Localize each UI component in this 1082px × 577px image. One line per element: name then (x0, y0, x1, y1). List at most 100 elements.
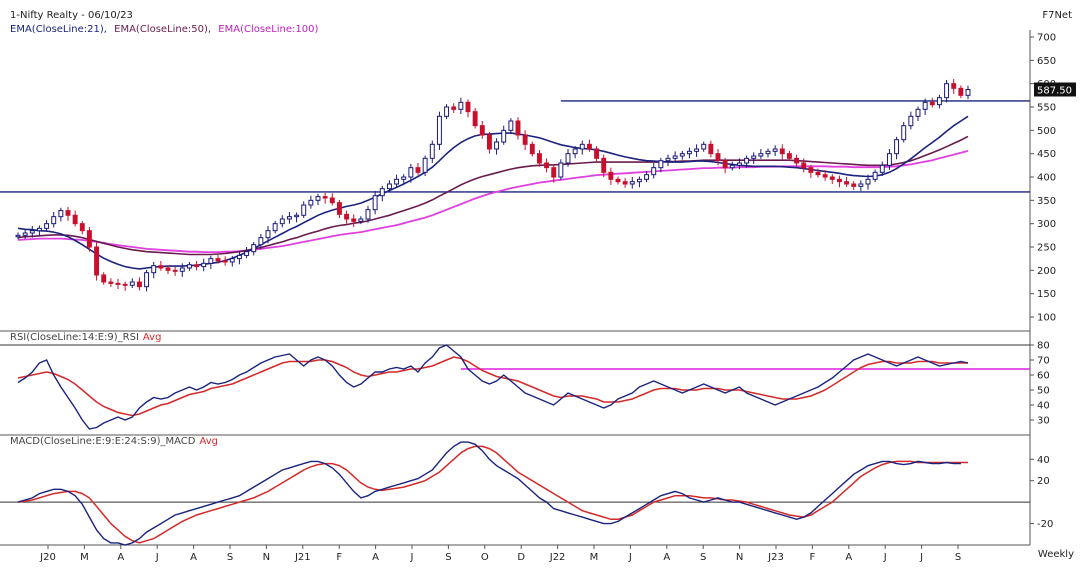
candle-body (351, 218, 357, 222)
candle-body (479, 125, 485, 136)
candle-body (251, 244, 257, 253)
macd-tick-label: 40 (1037, 455, 1050, 466)
candle-body (136, 281, 142, 288)
candle-body (51, 216, 57, 225)
candle-body (201, 262, 207, 268)
candle-body (394, 178, 400, 185)
rsi-legend: RSI(CloseLine:14:E:9)_RSI Avg (10, 332, 165, 343)
candle-body (879, 164, 885, 173)
x-tick-label: N (736, 552, 743, 563)
ema100-legend: EMA(CloseLine:100) (218, 24, 319, 35)
last-price-tag (1034, 82, 1076, 97)
x-tick-label: S (227, 552, 233, 563)
candle-body (644, 174, 650, 180)
candle-body (258, 237, 264, 246)
x-tick-label: J21 (294, 552, 311, 563)
candle-body (465, 101, 471, 113)
candle-body (751, 155, 757, 159)
candle-body (186, 264, 192, 269)
candle-body (736, 162, 742, 166)
candle-body (472, 111, 478, 127)
macd-tick-label: -20 (1037, 519, 1053, 530)
candle-body (158, 265, 164, 269)
ema21-legend: EMA(CloseLine:21), (10, 24, 107, 35)
candle-body (844, 181, 850, 185)
candle-body (551, 167, 557, 178)
candle-body (686, 150, 692, 155)
x-tick-label: A (372, 552, 379, 563)
candle-body (936, 97, 942, 106)
candle-body (44, 223, 50, 229)
candle-body (365, 209, 371, 220)
candle-body (329, 197, 335, 204)
macd-legend-main: MACD(CloseLine:E:9:E:24:S:9)_MACD (10, 436, 196, 447)
candle-body (294, 214, 300, 218)
candle-body (758, 153, 764, 157)
candle-body (379, 188, 385, 197)
rsi-tick-label: 80 (1037, 341, 1050, 352)
candle-body (86, 230, 92, 248)
rsi-tick-label: 50 (1037, 386, 1050, 397)
price-tick-label: 300 (1037, 219, 1056, 230)
ema50-legend: EMA(CloseLine:50), (114, 24, 212, 35)
x-tick-label: A (663, 552, 670, 563)
candle-body (536, 153, 542, 164)
candle-body (786, 153, 792, 159)
ema50-line (17, 135, 969, 256)
candle-body (744, 157, 750, 164)
candle-body (851, 183, 857, 187)
x-tick-label: M (590, 552, 599, 563)
candle-body (765, 150, 771, 155)
candle-body (122, 283, 128, 286)
candle-body (822, 174, 828, 178)
candle-body (22, 232, 28, 236)
candle-body (279, 218, 285, 225)
candle-body (965, 89, 971, 96)
candle-body (29, 230, 35, 234)
x-tick-label: J (628, 552, 632, 563)
x-tick-label: A (117, 552, 124, 563)
candle-body (579, 143, 585, 150)
candle-body (794, 157, 800, 164)
candle-body (344, 213, 350, 220)
candle-body (229, 258, 235, 263)
candle-body (101, 274, 107, 283)
candle-body (665, 157, 671, 162)
x-tick-label: J (155, 552, 159, 563)
price-tick-label: 450 (1037, 149, 1056, 160)
candle-body (58, 210, 64, 218)
candle-body (215, 258, 221, 262)
candle-body (408, 167, 414, 178)
candle-body (836, 178, 842, 183)
candle-body (486, 134, 492, 150)
candle-body (372, 195, 378, 211)
candle-body (944, 83, 950, 99)
price-tick-label: 500 (1037, 126, 1056, 137)
price-tick-label: 650 (1037, 56, 1056, 67)
candle-body (494, 141, 500, 150)
candle-body (601, 157, 607, 173)
candle-body (436, 115, 442, 145)
candle-body (208, 258, 214, 264)
candle-body (594, 148, 600, 159)
x-tick-label: J20 (39, 552, 56, 563)
candle-body (908, 115, 914, 127)
ema100-line (17, 150, 969, 254)
macd-line (17, 441, 961, 546)
rsi-legend-avg: Avg (142, 332, 162, 343)
x-tick-label: M (80, 552, 89, 563)
candle-body (708, 143, 714, 155)
x-tick-label: J23 (767, 552, 784, 563)
x-tick-label: A (845, 552, 852, 563)
candle-body (244, 251, 250, 256)
candle-body (79, 223, 85, 232)
candle-body (451, 106, 457, 110)
x-tick-label: D (517, 552, 525, 563)
candle-body (508, 120, 514, 131)
candle-body (715, 153, 721, 162)
price-tick-label: 350 (1037, 196, 1056, 207)
price-tick-label: 550 (1037, 103, 1056, 114)
candle-body (694, 148, 700, 152)
price-tick-label: 150 (1037, 289, 1056, 300)
